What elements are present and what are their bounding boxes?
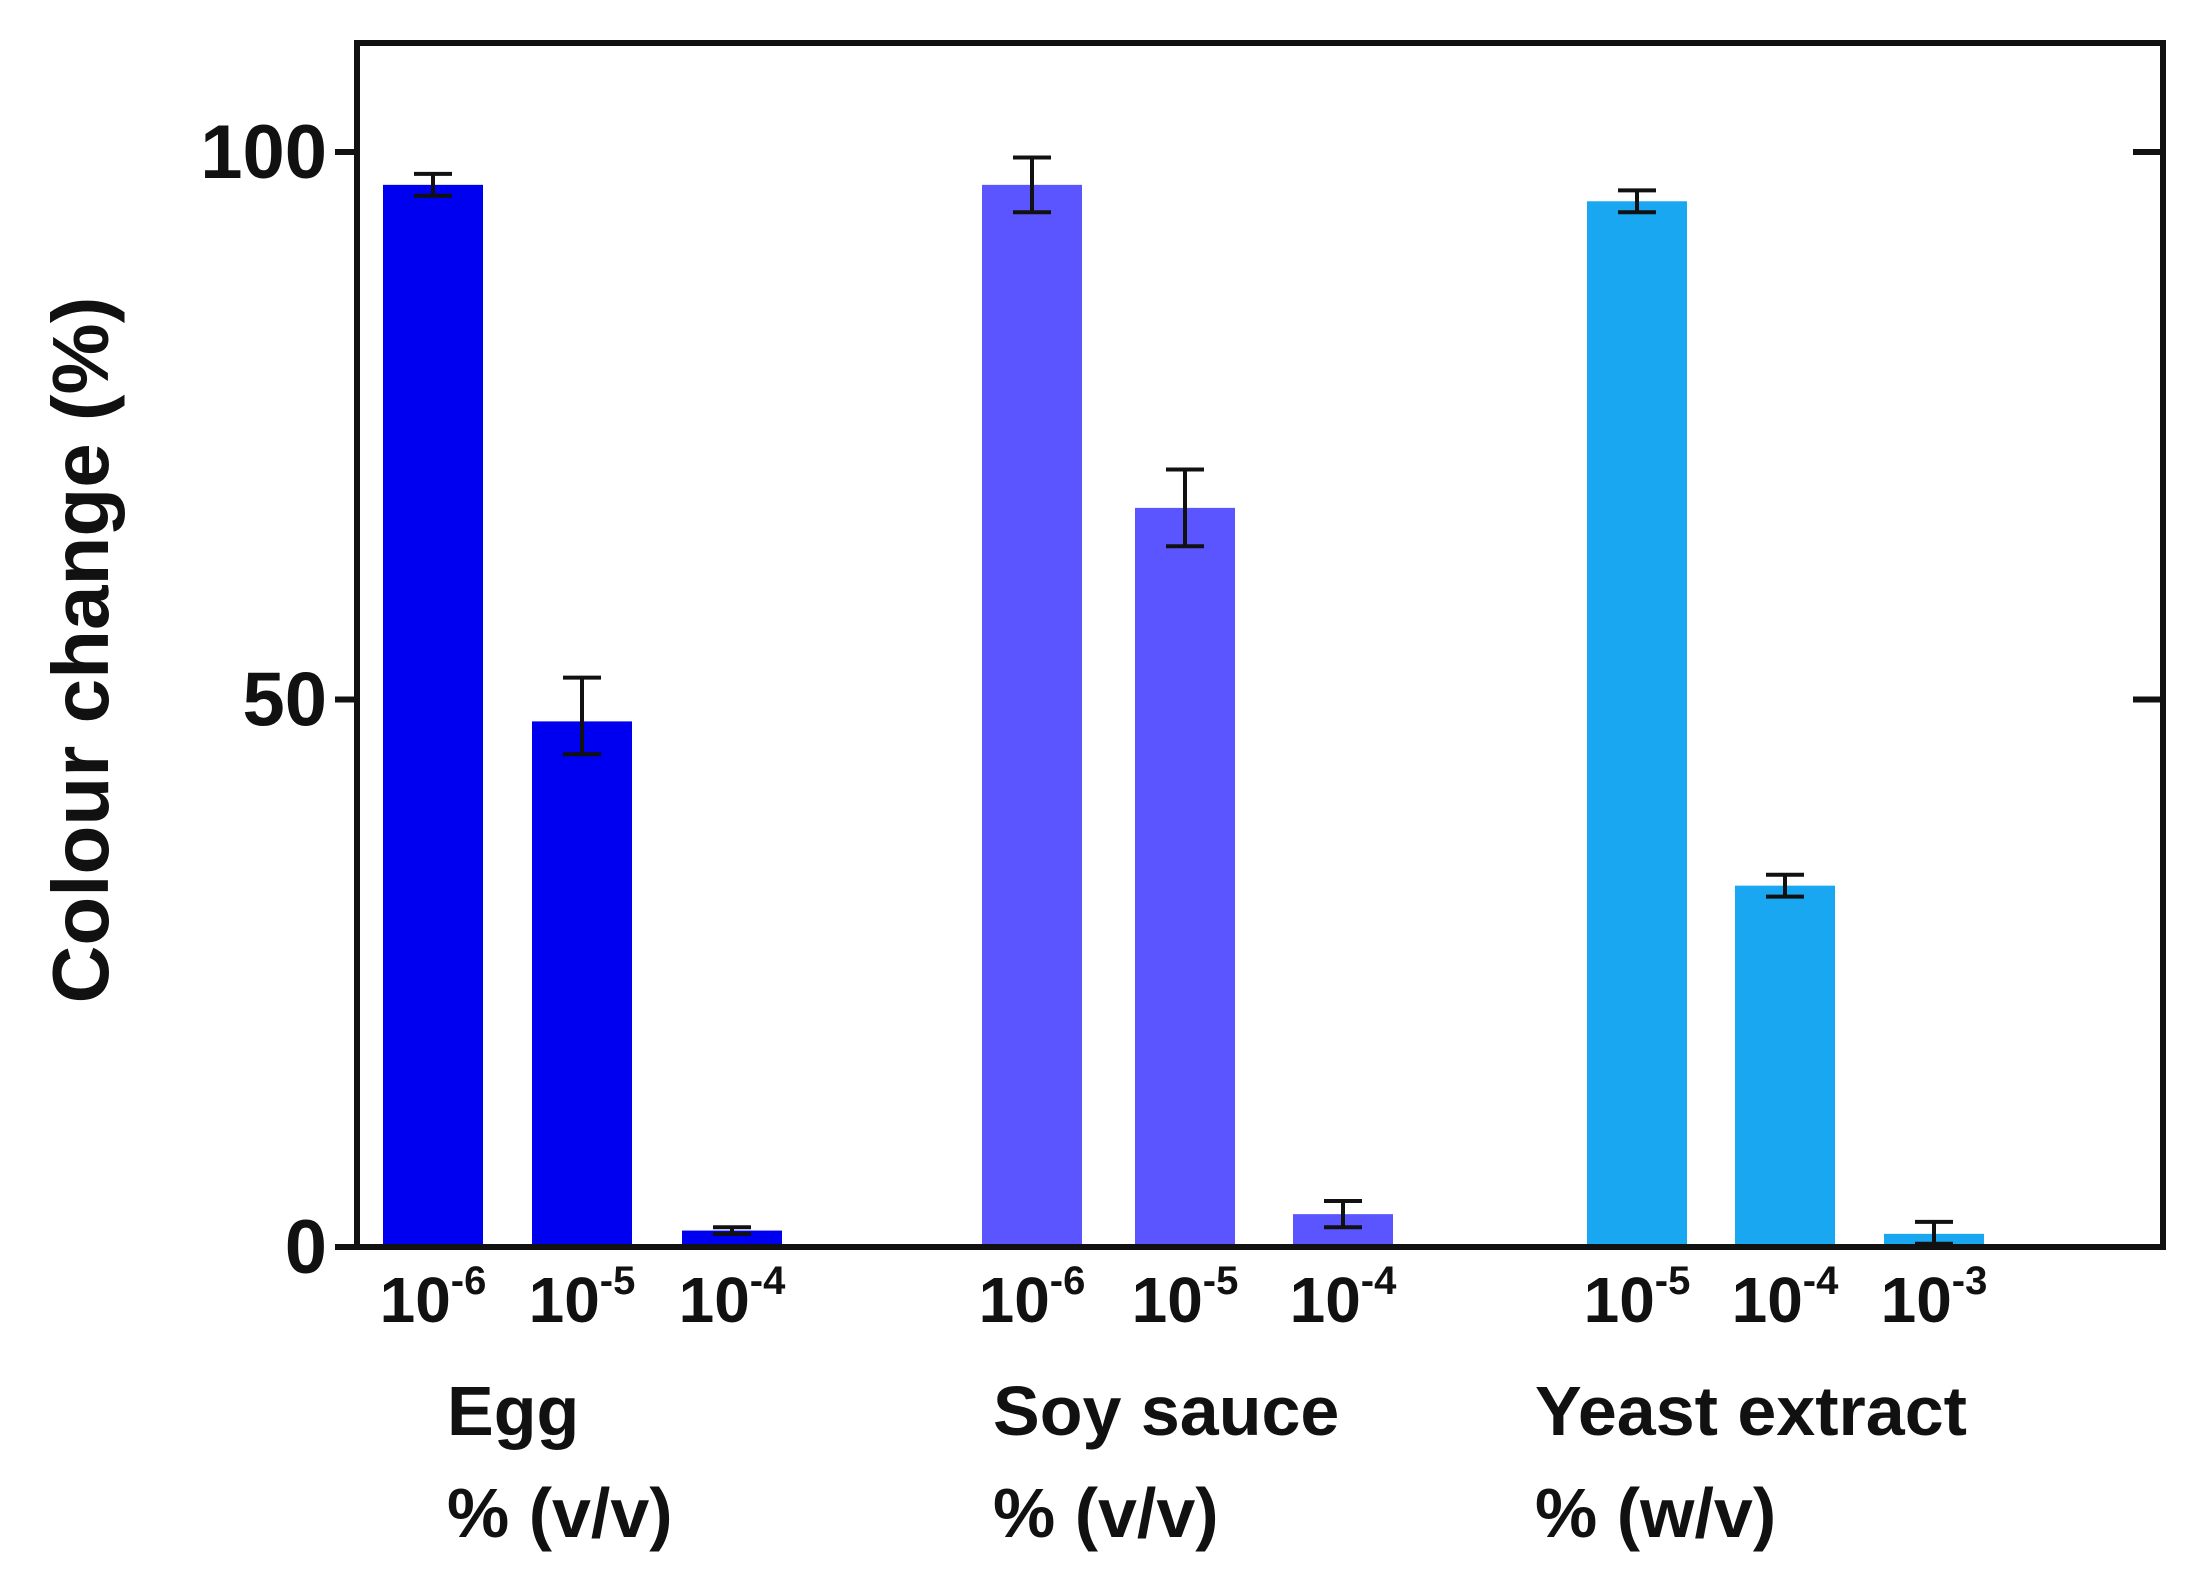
bar-soy-sauce-2: [1135, 507, 1235, 1247]
x-tick-label: 10-5: [529, 1259, 636, 1336]
error-bar: [1324, 1199, 1362, 1230]
bar-egg-3: [682, 1230, 782, 1247]
bar-yeast-extract-1: [1587, 201, 1687, 1247]
error-bar: [1166, 467, 1204, 549]
error-bar: [414, 171, 452, 198]
axes-layer: [335, 40, 2166, 1250]
bar-soy-sauce-1: [982, 184, 1082, 1248]
y-tick-label: 0: [285, 1205, 327, 1290]
x-tick-label: 10-4: [1732, 1259, 1840, 1336]
bar-egg-2: [532, 721, 632, 1247]
x-tick-label: 10-4: [679, 1259, 787, 1336]
group-name-label: Soy sauce: [993, 1372, 1339, 1450]
error-bar: [1618, 188, 1656, 215]
group-name-label: Egg: [447, 1372, 579, 1450]
group-unit-label: % (v/v): [447, 1474, 673, 1552]
group-name-label: Yeast extract: [1535, 1372, 1967, 1450]
error-bars-layer: [414, 155, 1953, 1246]
x-tick-label: 10-6: [380, 1259, 487, 1336]
bars-layer: [383, 184, 1984, 1248]
y-tick-label: 100: [200, 110, 327, 195]
error-bar: [1013, 155, 1051, 215]
error-bar: [713, 1225, 751, 1236]
plot-frame: [354, 40, 2166, 1250]
error-bar: [1915, 1219, 1953, 1246]
error-bar: [563, 675, 601, 757]
error-bar: [1766, 872, 1804, 899]
bar-yeast-extract-2: [1735, 885, 1835, 1247]
bar-egg-1: [383, 184, 483, 1248]
labels-layer: 10-6 10-5 10-4 Egg % (v/v) 10-6 10-5 10-4 Soy sa…: [36, 110, 1987, 1552]
group-unit-label: % (v/v): [993, 1474, 1219, 1552]
y-tick-label: 50: [242, 658, 327, 743]
x-tick-label: 10-5: [1584, 1259, 1691, 1336]
x-tick-label: 10-4: [1290, 1259, 1398, 1336]
y-axis-title: Colour change (%): [36, 297, 125, 1004]
x-tick-label: 10-5: [1132, 1259, 1239, 1336]
x-tick-label: 10-6: [979, 1259, 1086, 1336]
group-unit-label: % (w/v): [1535, 1474, 1776, 1552]
x-tick-label: 10-3: [1881, 1259, 1988, 1336]
